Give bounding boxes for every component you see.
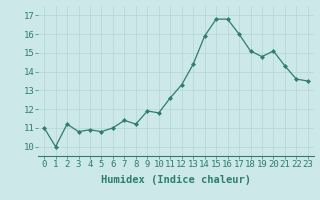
X-axis label: Humidex (Indice chaleur): Humidex (Indice chaleur) <box>101 175 251 185</box>
